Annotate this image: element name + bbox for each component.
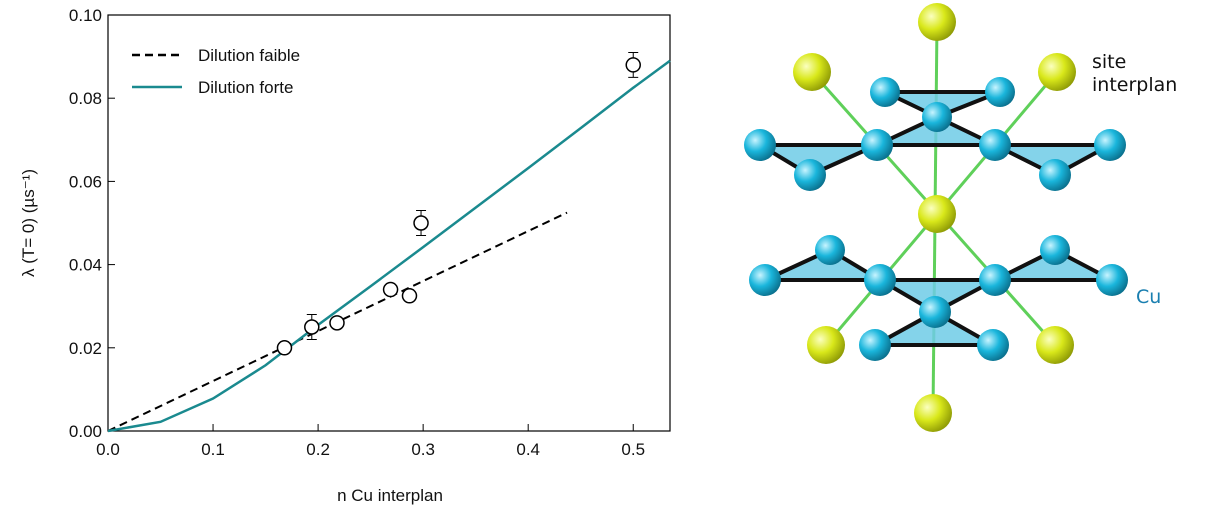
data-point: [625, 57, 641, 73]
interplan-atoms: [793, 3, 1076, 432]
x-tick-label: 0.4: [516, 440, 540, 459]
data-point: [413, 215, 429, 231]
y-tick-label: 0.00: [69, 422, 102, 441]
legend-label: Dilution forte: [198, 78, 293, 97]
site-label: site interplan: [1092, 51, 1177, 96]
data-point: [382, 281, 399, 298]
y-tick-label: 0.10: [69, 6, 102, 25]
x-tick-label: 0.0: [96, 440, 120, 459]
plot-frame: [107, 14, 671, 432]
data-point: [401, 288, 418, 304]
x-tick-label: 0.3: [411, 440, 435, 459]
y-tick-label: 0.08: [69, 89, 102, 108]
y-tick-label: 0.04: [69, 256, 102, 275]
chart: n Cu interplan λ (T= 0) (µs⁻¹) 0.0 0.1 0.2…: [19, 6, 671, 505]
y-tick-label: 0.06: [69, 172, 102, 191]
line-series: [107, 59, 671, 433]
molecule-diagram: site interplan Cu: [744, 3, 1177, 432]
cu-atoms: [744, 77, 1128, 361]
data-point: [329, 315, 345, 331]
data-point: [276, 340, 293, 356]
y-axis-label: λ (T= 0) (µs⁻¹): [19, 169, 38, 277]
x-axis-label: n Cu interplan: [337, 486, 443, 505]
cu-label: Cu: [1136, 286, 1161, 308]
x-tick-label: 0.1: [201, 440, 225, 459]
legend-label: Dilution faible: [198, 46, 300, 65]
y-tick-label: 0.02: [69, 339, 102, 358]
data-point: [304, 319, 320, 335]
x-tick-label: 0.2: [306, 440, 330, 459]
x-tick-label: 0.5: [621, 440, 645, 459]
